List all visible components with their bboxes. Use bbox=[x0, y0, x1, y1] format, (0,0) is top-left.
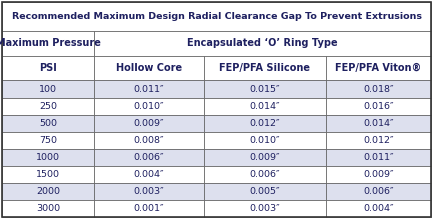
Polygon shape bbox=[2, 183, 94, 200]
Text: 750: 750 bbox=[39, 136, 57, 145]
Polygon shape bbox=[94, 115, 204, 132]
Text: 0.003″: 0.003″ bbox=[134, 187, 164, 196]
Polygon shape bbox=[2, 80, 94, 97]
Text: 3000: 3000 bbox=[36, 204, 60, 213]
Polygon shape bbox=[2, 97, 94, 115]
Text: 0.006″: 0.006″ bbox=[134, 153, 164, 162]
Polygon shape bbox=[94, 97, 204, 115]
Text: Maximum Pressure: Maximum Pressure bbox=[0, 38, 100, 48]
Polygon shape bbox=[94, 132, 204, 149]
Text: 0.009″: 0.009″ bbox=[249, 153, 280, 162]
Text: 0.011″: 0.011″ bbox=[134, 85, 164, 94]
Text: 0.004″: 0.004″ bbox=[363, 204, 394, 213]
Polygon shape bbox=[204, 132, 326, 149]
Polygon shape bbox=[326, 97, 431, 115]
Polygon shape bbox=[94, 56, 204, 80]
Text: 0.011″: 0.011″ bbox=[363, 153, 394, 162]
Text: 0.006″: 0.006″ bbox=[363, 187, 394, 196]
Text: Hollow Core: Hollow Core bbox=[116, 63, 182, 73]
Text: PSI: PSI bbox=[39, 63, 57, 73]
Polygon shape bbox=[2, 2, 431, 31]
Text: 500: 500 bbox=[39, 119, 57, 128]
Polygon shape bbox=[204, 183, 326, 200]
Polygon shape bbox=[2, 132, 94, 149]
Polygon shape bbox=[94, 31, 431, 56]
Polygon shape bbox=[326, 115, 431, 132]
Text: 1000: 1000 bbox=[36, 153, 60, 162]
Text: Encapsulated ‘O’ Ring Type: Encapsulated ‘O’ Ring Type bbox=[187, 38, 338, 48]
Polygon shape bbox=[94, 183, 204, 200]
Polygon shape bbox=[326, 80, 431, 97]
Text: 0.014″: 0.014″ bbox=[363, 119, 394, 128]
Text: 0.015″: 0.015″ bbox=[249, 85, 280, 94]
Polygon shape bbox=[204, 149, 326, 166]
Text: 0.010″: 0.010″ bbox=[134, 102, 164, 111]
Text: Recommended Maximum Design Radial Clearance Gap To Prevent Extrusions: Recommended Maximum Design Radial Cleara… bbox=[12, 12, 421, 21]
Polygon shape bbox=[204, 56, 326, 80]
Text: 1500: 1500 bbox=[36, 170, 60, 179]
Text: 0.001″: 0.001″ bbox=[134, 204, 164, 213]
Polygon shape bbox=[94, 80, 204, 97]
Text: 0.006″: 0.006″ bbox=[249, 170, 280, 179]
Polygon shape bbox=[94, 200, 204, 217]
Text: 0.018″: 0.018″ bbox=[363, 85, 394, 94]
Text: 0.008″: 0.008″ bbox=[134, 136, 164, 145]
Text: 0.016″: 0.016″ bbox=[363, 102, 394, 111]
Polygon shape bbox=[94, 166, 204, 183]
Polygon shape bbox=[326, 200, 431, 217]
Polygon shape bbox=[94, 149, 204, 166]
Polygon shape bbox=[204, 166, 326, 183]
Polygon shape bbox=[2, 200, 94, 217]
Polygon shape bbox=[204, 200, 326, 217]
Text: 2000: 2000 bbox=[36, 187, 60, 196]
Polygon shape bbox=[2, 166, 94, 183]
Text: 0.014″: 0.014″ bbox=[249, 102, 280, 111]
Text: 0.009″: 0.009″ bbox=[363, 170, 394, 179]
Polygon shape bbox=[326, 183, 431, 200]
Polygon shape bbox=[326, 132, 431, 149]
Text: 0.012″: 0.012″ bbox=[363, 136, 394, 145]
Polygon shape bbox=[326, 149, 431, 166]
Polygon shape bbox=[204, 80, 326, 97]
Text: 0.009″: 0.009″ bbox=[134, 119, 164, 128]
Text: 0.003″: 0.003″ bbox=[249, 204, 280, 213]
Text: FEP/PFA Silicone: FEP/PFA Silicone bbox=[219, 63, 310, 73]
Polygon shape bbox=[2, 31, 94, 56]
Text: 0.005″: 0.005″ bbox=[249, 187, 280, 196]
Polygon shape bbox=[2, 115, 94, 132]
Text: 250: 250 bbox=[39, 102, 57, 111]
Text: 0.010″: 0.010″ bbox=[249, 136, 280, 145]
Text: FEP/PFA Viton®: FEP/PFA Viton® bbox=[335, 63, 422, 73]
Polygon shape bbox=[326, 166, 431, 183]
Text: 0.012″: 0.012″ bbox=[249, 119, 280, 128]
Polygon shape bbox=[2, 56, 94, 80]
Polygon shape bbox=[204, 115, 326, 132]
Polygon shape bbox=[2, 149, 94, 166]
Text: 100: 100 bbox=[39, 85, 57, 94]
Text: 0.004″: 0.004″ bbox=[134, 170, 164, 179]
Polygon shape bbox=[204, 97, 326, 115]
Polygon shape bbox=[326, 56, 431, 80]
